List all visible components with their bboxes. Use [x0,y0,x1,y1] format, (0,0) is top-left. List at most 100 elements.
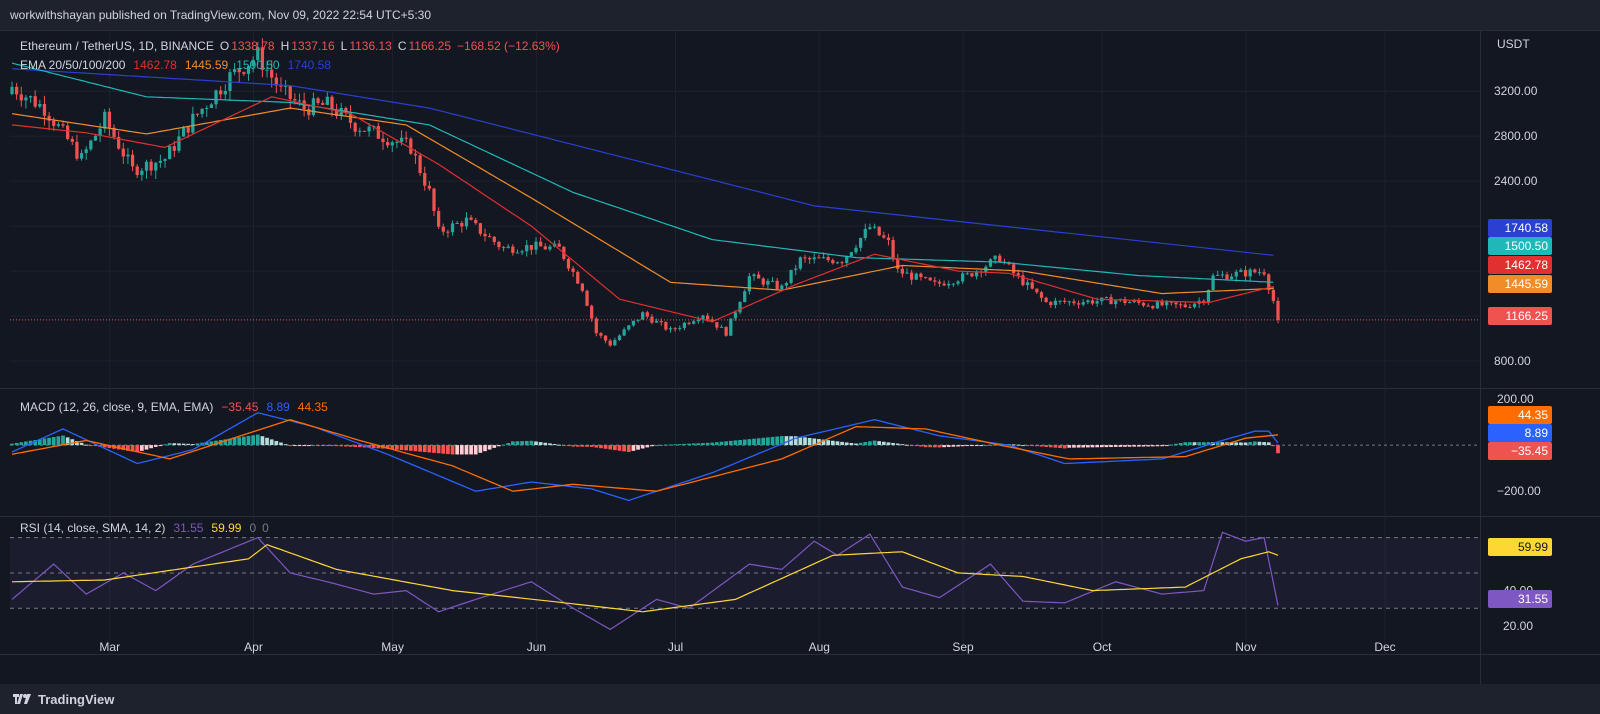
macd-histogram-bar [719,441,724,446]
macd-histogram-bar [492,445,497,448]
macd-histogram-bar [1127,445,1132,447]
tradingview-footer: TradingView [0,684,1600,714]
macd-histogram-bar [1011,444,1016,446]
time-axis[interactable]: Mar Apr May Jun Jul Aug Sep Oct Nov Dec [99,640,1395,654]
macd-histogram-bar [427,445,432,453]
macd-histogram-bar [557,444,562,446]
price-tick-label: 3200.00 [1494,84,1538,98]
macd-histogram-bar [784,436,789,446]
candle-body [882,235,886,238]
macd-histogram-bar [775,436,780,446]
publisher-bar: workwithshayan published on TradingView.… [0,0,1600,31]
macd-histogram-bar [376,445,381,449]
macd-histogram-bar [339,445,344,447]
macd-histogram-bar [1016,444,1021,446]
close-label: C [398,39,407,53]
macd-histogram-bar [10,443,14,446]
macd-histogram-bar [47,437,51,446]
macd-histogram-bar [747,439,752,446]
macd-histogram-bar [705,442,710,446]
macd-histogram-bar [251,435,255,446]
candle-body [1012,264,1016,274]
macd-histogram-bar [1141,445,1146,447]
macd-histogram-bar [738,440,742,446]
macd-histogram-bar [334,445,339,447]
macd-histogram-bar [793,436,798,446]
rsi-bb-upper-value: 0 [249,521,256,535]
macd-histogram-bar [483,445,487,452]
macd-histogram-bar [844,442,849,446]
candle-body [859,237,863,248]
candle-body [766,280,770,285]
candle-body [492,236,496,242]
macd-histogram-bar [325,445,330,447]
candle-body [1230,276,1234,280]
candle-body [223,91,227,95]
candle-body [1276,300,1280,320]
macd-histogram-bar [385,445,390,449]
candle-body [974,271,979,277]
rsi-ma-line [11,544,1279,613]
candle-body [450,223,455,233]
macd-histogram-bar [56,436,61,446]
candle-body [715,322,719,328]
candle-body [687,322,691,324]
price-tick-label: 2800.00 [1494,129,1538,143]
candle-body [84,149,88,154]
candle-body [1095,301,1099,304]
macd-histogram-bar [886,442,891,446]
candle-body [144,161,149,171]
candle-body [260,47,265,70]
candle-body [432,188,436,212]
price-pane[interactable] [10,38,1480,347]
rsi-tag-bg [1488,538,1552,556]
candle-body [594,318,598,334]
macd-histogram-bar [817,439,821,446]
macd-histogram-bar [756,438,761,446]
candle-body [381,138,385,143]
macd-histogram-bar [1104,445,1109,448]
macd-histogram-bar [1072,445,1076,448]
macd-histogram-bar [1090,445,1095,448]
macd-histogram-bar [1155,445,1160,447]
candle-body [1271,289,1275,302]
candle-body [1123,298,1127,304]
trading-chart[interactable]: USDT3200.002800.002400.002000.00800.0020… [0,30,1600,684]
candle-body [497,241,501,248]
candle-body [539,241,543,247]
candle-body [947,283,951,286]
macd-histogram-bar [561,445,566,447]
macd-histogram-bar [353,445,358,447]
macd-histogram-bar [854,443,858,446]
candle-body [965,273,969,275]
rsi-value: 31.55 [173,521,203,535]
macd-histogram-bar [1178,442,1183,446]
price-axis[interactable]: USDT3200.002800.002400.002000.00800.0020… [1488,37,1552,633]
candle-body [849,252,853,256]
macd-pane[interactable] [10,412,1480,502]
macd-histogram-bar [88,445,93,447]
macd-histogram-bar [1021,445,1025,447]
candle-body [1211,275,1215,290]
macd-histogram-bar [974,445,979,447]
macd-histogram-bar [404,445,409,451]
macd-histogram-bar [246,435,251,446]
macd-histogram-bar [1188,442,1192,446]
macd-histogram-bar [863,442,868,446]
macd-histogram-bar [357,445,362,448]
ema-legend-label: EMA 20/50/100/200 [20,58,126,72]
macd-histogram-bar [163,444,167,446]
candle-body [399,137,404,142]
candle-body [1151,306,1155,309]
candle-body [246,66,251,74]
candle-body [293,99,297,101]
macd-histogram-bar [1174,443,1178,446]
rsi-pane[interactable] [10,531,1480,631]
macd-histogram-bar [1160,445,1164,447]
macd-histogram-bar [121,445,126,451]
candle-body [390,142,394,146]
candle-body [780,285,784,290]
rsi-line [11,531,1279,631]
candle-body [24,97,28,101]
macd-histogram-bar [274,440,279,446]
